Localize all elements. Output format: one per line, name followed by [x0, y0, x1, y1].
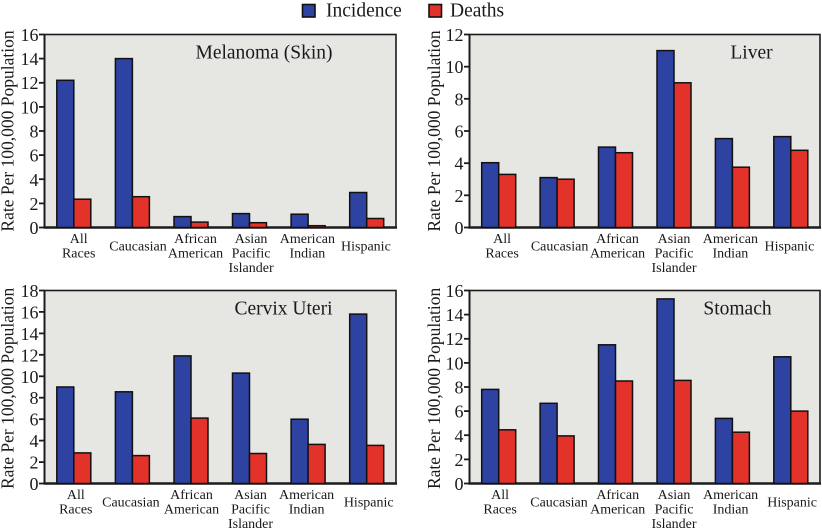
svg-text:Indian: Indian [713, 503, 749, 518]
svg-text:12: 12 [446, 25, 464, 45]
svg-text:Rate Per 100,000 Population: Rate Per 100,000 Population [424, 288, 444, 489]
svg-text:Caucasian: Caucasian [530, 495, 588, 510]
svg-text:Pacific: Pacific [655, 503, 694, 518]
svg-text:Stomach: Stomach [703, 299, 771, 320]
svg-text:0: 0 [30, 218, 39, 238]
svg-text:12: 12 [446, 329, 464, 349]
svg-text:12: 12 [21, 345, 39, 365]
svg-text:All: All [493, 232, 511, 247]
svg-text:Rate Per 100,000 Population: Rate Per 100,000 Population [0, 288, 18, 489]
svg-text:Incidence: Incidence [326, 1, 402, 22]
svg-text:16: 16 [21, 25, 39, 45]
svg-text:Hispanic: Hispanic [765, 239, 815, 254]
svg-text:6: 6 [30, 410, 39, 430]
svg-text:American: American [280, 232, 335, 247]
svg-text:African: African [170, 488, 213, 503]
svg-text:Asian: Asian [658, 488, 691, 503]
svg-text:Indian: Indian [289, 503, 325, 518]
svg-text:Islander: Islander [229, 261, 274, 276]
svg-text:10: 10 [446, 353, 464, 373]
svg-text:African: African [596, 488, 639, 503]
svg-text:African: African [174, 232, 217, 247]
svg-text:Asian: Asian [658, 232, 691, 247]
svg-text:Races: Races [485, 247, 518, 262]
svg-text:Indian: Indian [290, 247, 326, 262]
svg-text:Rate Per 100,000 Population: Rate Per 100,000 Population [0, 30, 18, 231]
svg-text:2: 2 [30, 453, 39, 473]
svg-text:Islander: Islander [228, 517, 273, 532]
svg-text:Pacific: Pacific [655, 247, 694, 262]
svg-text:10: 10 [21, 97, 39, 117]
svg-text:12: 12 [21, 73, 39, 93]
svg-text:Liver: Liver [730, 43, 773, 64]
svg-text:Rate Per 100,000 Population: Rate Per 100,000 Population [424, 30, 444, 231]
svg-text:American: American [164, 503, 219, 518]
svg-text:American: American [279, 488, 334, 503]
svg-text:2: 2 [30, 194, 39, 214]
svg-text:American: American [590, 503, 645, 518]
svg-text:4: 4 [455, 426, 464, 446]
svg-text:Hispanic: Hispanic [767, 495, 817, 510]
svg-text:Caucasian: Caucasian [109, 239, 167, 254]
svg-text:All: All [491, 488, 509, 503]
svg-text:8: 8 [455, 378, 464, 398]
svg-text:0: 0 [455, 474, 464, 494]
svg-text:African: African [596, 232, 639, 247]
svg-text:14: 14 [446, 305, 464, 325]
svg-text:Asian: Asian [234, 488, 267, 503]
svg-text:Pacific: Pacific [232, 247, 271, 262]
svg-text:8: 8 [30, 122, 39, 142]
svg-text:10: 10 [446, 57, 464, 77]
svg-text:8: 8 [30, 388, 39, 408]
svg-text:Races: Races [483, 503, 516, 518]
svg-text:4: 4 [455, 154, 464, 174]
svg-text:Islander: Islander [651, 517, 696, 532]
svg-text:6: 6 [455, 402, 464, 422]
svg-text:American: American [168, 247, 223, 262]
svg-text:Islander: Islander [651, 261, 696, 276]
svg-text:American: American [590, 247, 645, 262]
svg-text:4: 4 [30, 170, 39, 190]
svg-text:Asian: Asian [235, 232, 268, 247]
svg-text:American: American [703, 232, 758, 247]
svg-text:Cervix Uteri: Cervix Uteri [234, 299, 333, 320]
svg-text:Caucasian: Caucasian [531, 239, 589, 254]
svg-text:16: 16 [21, 302, 39, 322]
svg-text:Races: Races [59, 503, 92, 518]
svg-text:18: 18 [21, 281, 39, 301]
svg-text:10: 10 [21, 367, 39, 387]
svg-text:2: 2 [455, 450, 464, 470]
svg-text:Hispanic: Hispanic [344, 495, 394, 510]
svg-text:0: 0 [30, 474, 39, 494]
svg-text:6: 6 [455, 122, 464, 142]
svg-text:14: 14 [21, 324, 39, 344]
svg-text:4: 4 [30, 431, 39, 451]
svg-text:2: 2 [455, 186, 464, 206]
svg-text:Caucasian: Caucasian [102, 495, 160, 510]
svg-text:American: American [703, 488, 758, 503]
svg-text:Deaths: Deaths [450, 1, 504, 22]
svg-text:Indian: Indian [713, 247, 749, 262]
svg-text:Races: Races [62, 247, 95, 262]
svg-text:Melanoma (Skin): Melanoma (Skin) [195, 43, 332, 64]
svg-text:0: 0 [455, 218, 464, 238]
svg-text:Pacific: Pacific [231, 503, 270, 518]
svg-text:Hispanic: Hispanic [341, 239, 391, 254]
svg-text:16: 16 [446, 281, 464, 301]
svg-text:14: 14 [21, 49, 39, 69]
svg-text:6: 6 [30, 146, 39, 166]
svg-text:All: All [70, 232, 88, 247]
svg-text:All: All [67, 488, 85, 503]
svg-text:8: 8 [455, 89, 464, 109]
